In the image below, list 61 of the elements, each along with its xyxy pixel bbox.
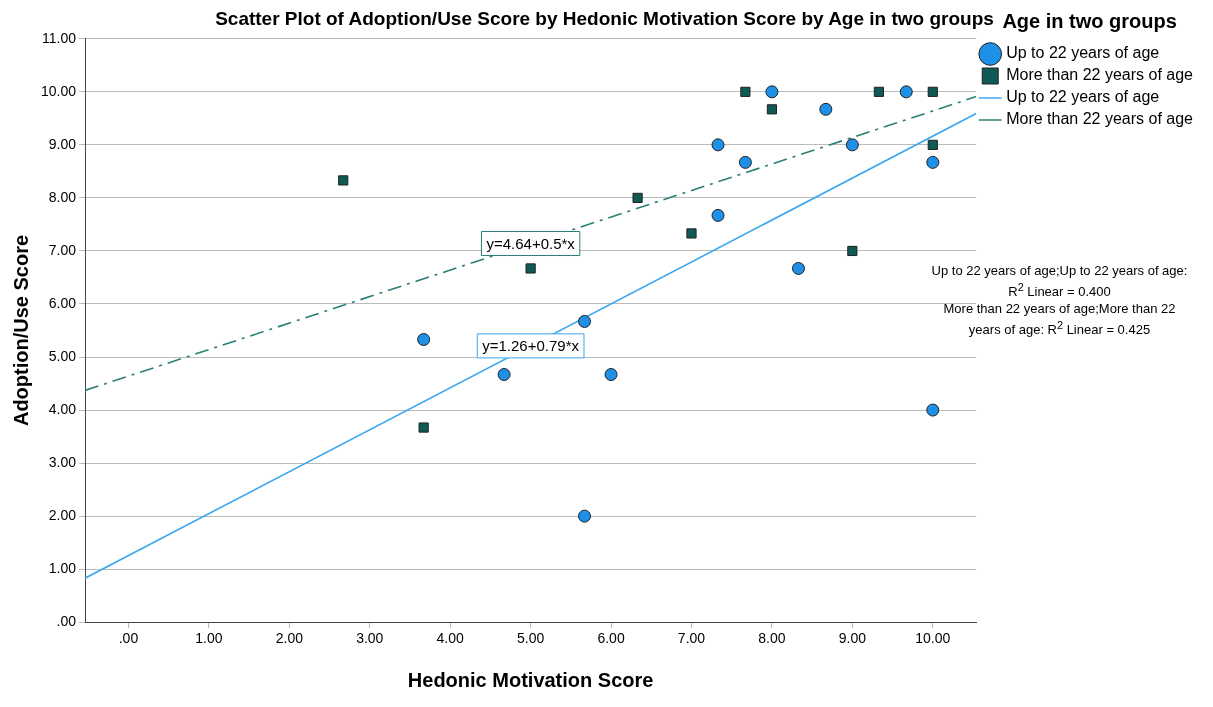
- point: [926, 403, 940, 417]
- legend-label: More than 22 years of age: [1006, 66, 1194, 84]
- x-tick-label: 7.00: [677, 630, 706, 647]
- y-tick-label: 11.00: [42, 29, 77, 46]
- legend-label: Up to 22 years of age: [1006, 88, 1160, 106]
- x-tick-label: 5.00: [517, 630, 545, 647]
- annotation: y=4.64+0.5*x: [486, 234, 576, 252]
- point: [686, 228, 697, 239]
- x-axis-title: Hedonic Motivation Score: [407, 668, 654, 691]
- y-tick-label: 9.00: [48, 135, 77, 152]
- y-tick-label: 8.00: [48, 188, 77, 205]
- point: [765, 85, 779, 99]
- point: [845, 138, 859, 152]
- x-tick-label: 1.00: [195, 630, 223, 647]
- x-tick-label: 3.00: [356, 630, 384, 647]
- y-tick-label: .00: [56, 613, 77, 630]
- point: [740, 86, 751, 97]
- point: [711, 208, 725, 222]
- legend-label: More than 22 years of age: [1006, 110, 1194, 128]
- x-tick-label: .00: [118, 630, 139, 647]
- point: [417, 333, 431, 347]
- point: [525, 263, 536, 274]
- y-tick-label: 4.00: [48, 400, 77, 417]
- x-tick-label: 4.00: [436, 630, 465, 647]
- point: [338, 175, 349, 186]
- x-tick-label: 10.00: [915, 630, 951, 647]
- x-tick-label: 6.00: [597, 630, 625, 647]
- point: [899, 85, 913, 99]
- point: [711, 138, 725, 152]
- x-tick-label: 2.00: [275, 630, 304, 647]
- x-tick-label: 9.00: [838, 630, 867, 647]
- y-tick-label: 1.00: [48, 560, 77, 577]
- annotation: More than 22 years of age;More than 22 years of age: R$^{2}$ Linear = 0.425: [942, 300, 1177, 339]
- y-axis-title: Adoption/Use Score: [9, 234, 32, 427]
- point: [791, 261, 805, 275]
- point: [766, 104, 778, 115]
- annotation: Up to 22 years of age;Up to 22 years of age: R$^{2}$ Linear = 0.400: [930, 262, 1189, 301]
- point: [738, 155, 752, 169]
- point: [927, 86, 938, 97]
- point: [926, 155, 940, 169]
- y-tick-label: 2.00: [48, 506, 77, 523]
- point: [604, 368, 618, 382]
- y-tick-label: 10.00: [40, 82, 77, 99]
- y-tick-label: 7.00: [48, 241, 77, 258]
- legend-title: Age in two groups: [1002, 9, 1177, 32]
- chart-title: Scatter Plot of Adoption/Use Score by Hedonic Motivation Score by Age in two groups: [215, 7, 994, 29]
- y-tick-label: 3.00: [48, 453, 77, 470]
- point: [873, 86, 884, 97]
- x-tick-label: 8.00: [758, 630, 786, 647]
- legend-label: Up to 22 years of age: [1006, 44, 1160, 62]
- y-tick-label: 6.00: [48, 294, 77, 311]
- point: [578, 509, 592, 523]
- point: [418, 422, 429, 433]
- y-tick-label: 5.00: [48, 347, 77, 364]
- point: [819, 102, 833, 116]
- point: [927, 139, 938, 150]
- point: [497, 368, 511, 382]
- point: [847, 245, 858, 257]
- point: [578, 314, 592, 328]
- point: [632, 192, 643, 204]
- annotation: y=1.26+0.79*x: [482, 337, 580, 355]
